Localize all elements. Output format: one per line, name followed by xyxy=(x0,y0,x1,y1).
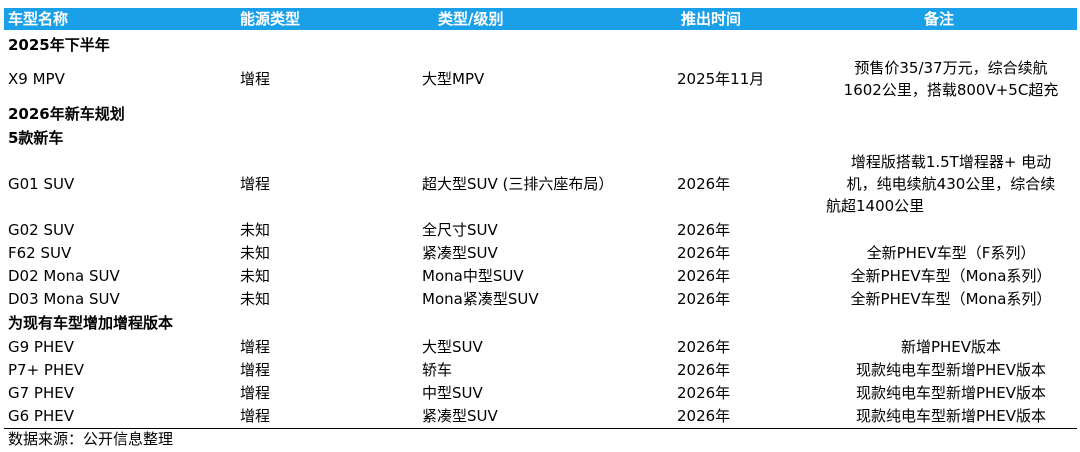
cell-date: 2025年11月 xyxy=(677,70,765,88)
header-date: 推出时间 xyxy=(681,10,742,28)
header-name: 车型名称 xyxy=(8,10,69,28)
table-row: G7 PHEV 增程 中型SUV 2026年 现款纯电车型新增PHEV版本 xyxy=(4,382,1077,404)
table-row: G02 SUV 未知 全尺寸SUV 2026年 xyxy=(4,219,1077,241)
cell-note: 现款纯电车型新增PHEV版本 xyxy=(855,361,1047,379)
table-row: G6 PHEV 增程 紧凑型SUV 2026年 现款纯电车型新增PHEV版本 xyxy=(4,405,1077,427)
cell-note: 现款纯电车型新增PHEV版本 xyxy=(855,407,1047,425)
cell-date: 2026年 xyxy=(677,175,731,193)
section-2026-plan: 2026年新车规划 xyxy=(8,105,125,123)
cell-type: 大型MPV xyxy=(422,70,485,88)
cell-energy: 增程 xyxy=(240,384,271,402)
cell-energy: 未知 xyxy=(240,290,271,308)
table-row: F62 SUV 未知 紧凑型SUV 2026年 全新PHEV车型（F系列） xyxy=(4,242,1077,264)
table-row: G9 PHEV 增程 大型SUV 2026年 新增PHEV版本 xyxy=(4,336,1077,358)
header-note: 备注 xyxy=(924,10,955,28)
cell-type: 大型SUV xyxy=(422,338,483,356)
header-energy: 能源类型 xyxy=(240,10,301,28)
cell-name: G9 PHEV xyxy=(8,338,74,356)
table-row: D03 Mona SUV 未知 Mona紧凑型SUV 2026年 全新PHEV车… xyxy=(4,288,1077,310)
cell-date: 2026年 xyxy=(677,221,731,239)
cell-name: G6 PHEV xyxy=(8,407,74,425)
cell-type: Mona紧凑型SUV xyxy=(422,290,539,308)
cell-date: 2026年 xyxy=(677,384,731,402)
cell-date: 2026年 xyxy=(677,244,731,262)
cell-energy: 增程 xyxy=(240,175,271,193)
cell-note: 新增PHEV版本 xyxy=(900,338,1002,356)
cell-note-line: 机，纯电续航430公里，综合续 xyxy=(846,175,1056,193)
cell-energy: 增程 xyxy=(240,361,271,379)
header-type: 类型/级别 xyxy=(438,10,504,28)
cell-name: F62 SUV xyxy=(8,244,72,262)
cell-energy: 增程 xyxy=(240,70,271,88)
cell-note: 全新PHEV车型（Mona系列） xyxy=(850,290,1052,308)
cell-energy: 未知 xyxy=(240,221,271,239)
cell-type: 轿车 xyxy=(422,361,453,379)
cell-note-line: 预售价35/37万元，综合续航 xyxy=(854,59,1048,77)
cell-energy: 未知 xyxy=(240,244,271,262)
cell-name: G02 SUV xyxy=(8,221,75,239)
table-row: D02 Mona SUV 未知 Mona中型SUV 2026年 全新PHEV车型… xyxy=(4,265,1077,287)
cell-name: G01 SUV xyxy=(8,175,75,193)
cell-date: 2026年 xyxy=(677,290,731,308)
cell-name: D02 Mona SUV xyxy=(8,267,120,285)
cell-type: 全尺寸SUV xyxy=(422,221,498,239)
cell-note: 全新PHEV车型（Mona系列） xyxy=(850,267,1052,285)
section-2025-h2: 2025年下半年 xyxy=(8,36,110,54)
cell-date: 2026年 xyxy=(677,267,731,285)
cell-type: 紧凑型SUV xyxy=(422,244,498,262)
cell-note-line: 增程版搭载1.5T增程器+ 电动 xyxy=(850,153,1052,171)
table-bottom-divider xyxy=(4,428,1077,429)
cell-note: 全新PHEV车型（F系列） xyxy=(866,244,1036,262)
section-erev-add: 为现有车型增加增程版本 xyxy=(8,314,174,332)
cell-date: 2026年 xyxy=(677,407,731,425)
cell-note-line: 1602公里，搭载800V+5C超充 xyxy=(843,81,1059,99)
cell-type: 超大型SUV (三排六座布局） xyxy=(422,175,614,193)
section-five-new: 5款新车 xyxy=(8,129,64,147)
cell-type: Mona中型SUV xyxy=(422,267,524,285)
table-row: P7+ PHEV 增程 轿车 2026年 现款纯电车型新增PHEV版本 xyxy=(4,359,1077,381)
cell-note-line: 航超1400公里 xyxy=(826,197,925,215)
cell-name: G7 PHEV xyxy=(8,384,74,402)
table-row: X9 MPV 增程 大型MPV 2025年11月 预售价35/37万元，综合续航… xyxy=(4,57,1077,101)
cell-date: 2026年 xyxy=(677,338,731,356)
cell-type: 紧凑型SUV xyxy=(422,407,498,425)
cell-type: 中型SUV xyxy=(422,384,483,402)
table-row: G01 SUV 增程 超大型SUV (三排六座布局） 2026年 增程版搭载1.… xyxy=(4,151,1077,217)
cell-energy: 未知 xyxy=(240,267,271,285)
cell-energy: 增程 xyxy=(240,407,271,425)
cell-name: D03 Mona SUV xyxy=(8,290,120,308)
cell-note: 现款纯电车型新增PHEV版本 xyxy=(855,384,1047,402)
cell-name: X9 MPV xyxy=(8,70,65,88)
cell-name: P7+ PHEV xyxy=(8,361,84,379)
data-source-note: 数据来源：公开信息整理 xyxy=(8,430,174,448)
table-header: 车型名称 能源类型 类型/级别 推出时间 备注 xyxy=(4,8,1077,30)
cell-date: 2026年 xyxy=(677,361,731,379)
cell-energy: 增程 xyxy=(240,338,271,356)
